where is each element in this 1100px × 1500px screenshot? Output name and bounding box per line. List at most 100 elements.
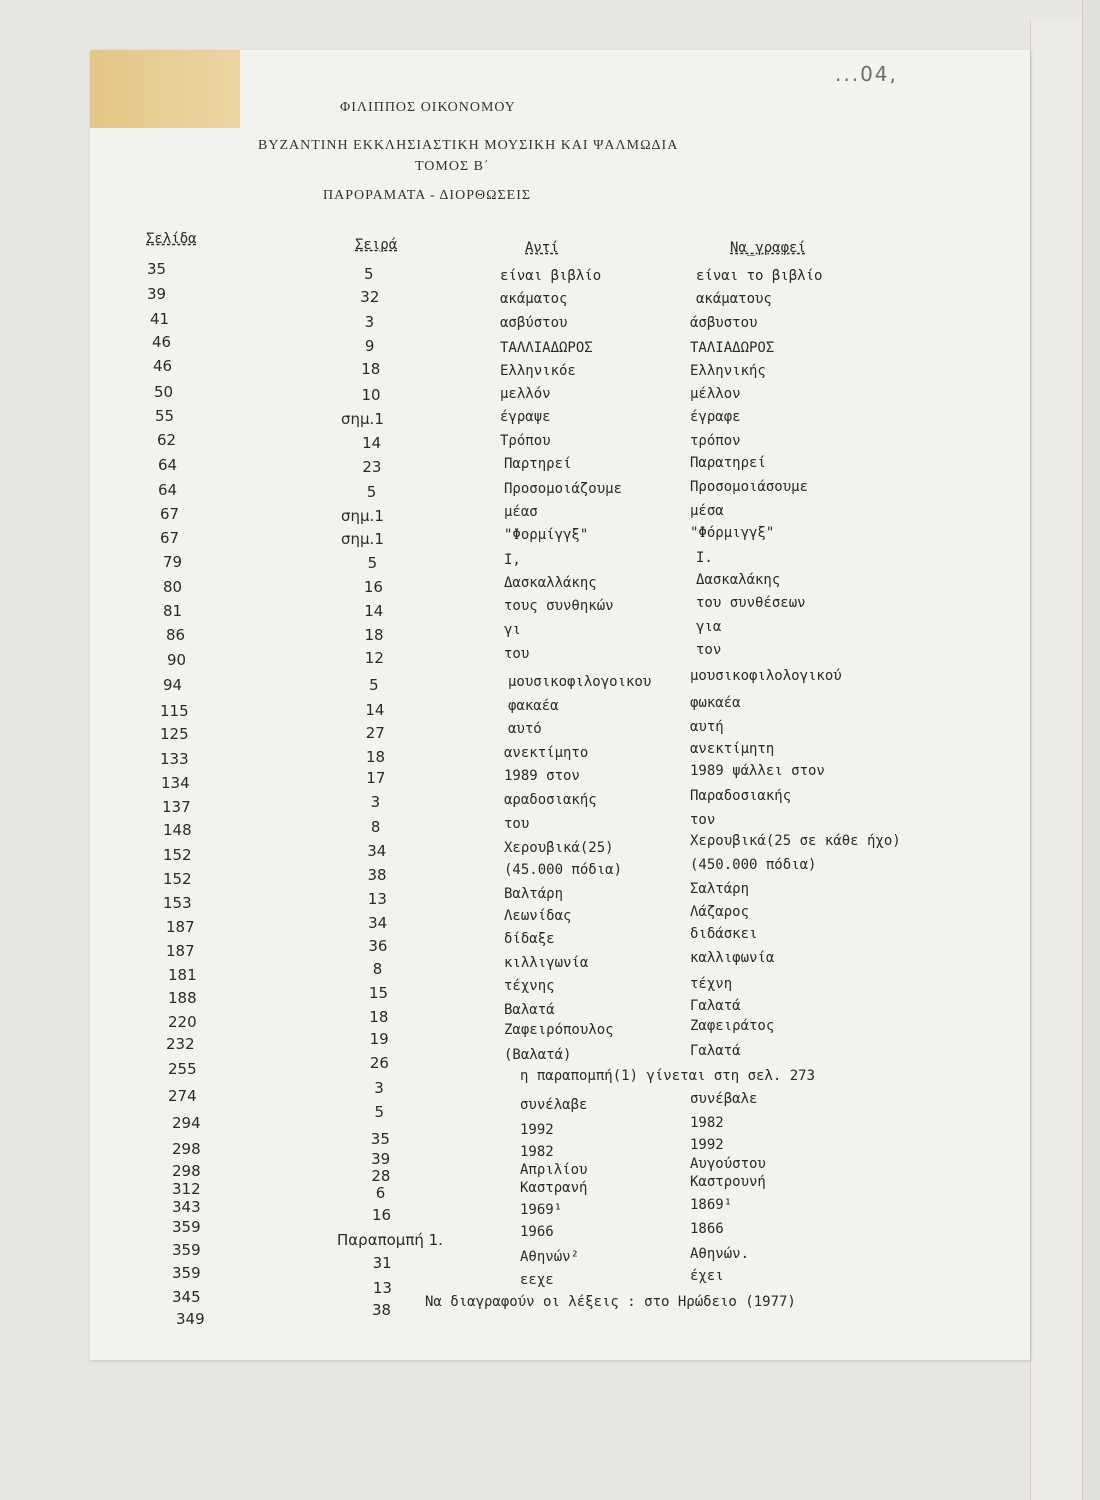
incorrect-text: Ι, bbox=[504, 552, 521, 568]
line-number: 34 bbox=[368, 914, 388, 932]
line-number: 26 bbox=[369, 1054, 389, 1072]
incorrect-text: Δασκαλλάκης bbox=[504, 575, 597, 591]
line-number: 8 bbox=[370, 818, 381, 836]
corrected-text: αυτή bbox=[690, 719, 724, 735]
line-number: 6 bbox=[375, 1184, 386, 1202]
incorrect-text: ασβύστου bbox=[500, 315, 568, 331]
incorrect-text: Βαλτάρη bbox=[504, 886, 564, 902]
column-header-page: Σελίδα bbox=[146, 231, 197, 247]
line-number: 18 bbox=[369, 1008, 389, 1026]
corrected-text: Ι. bbox=[696, 550, 713, 566]
page-number: 359 bbox=[172, 1241, 201, 1259]
page-number: 39 bbox=[147, 285, 167, 303]
incorrect-text: Αθηνών² bbox=[520, 1249, 580, 1265]
line-number: 15 bbox=[369, 984, 389, 1002]
corrected-text: τον bbox=[696, 642, 722, 658]
incorrect-text: 1966 bbox=[520, 1224, 554, 1240]
corrected-text: τέχνη bbox=[690, 976, 733, 992]
incorrect-text: του bbox=[504, 816, 530, 832]
volume-label: ΤΟΜΟΣ Β΄ bbox=[415, 159, 490, 174]
page-number: 80 bbox=[163, 578, 183, 596]
line-number: 28 bbox=[371, 1167, 391, 1185]
page-number: 64 bbox=[158, 456, 178, 474]
corrected-text: ΤΑΛΙΑΔΩΡΟΣ bbox=[690, 340, 775, 356]
corrected-text: για bbox=[696, 619, 722, 635]
line-number: 3 bbox=[370, 793, 381, 811]
line-number: 13 bbox=[372, 1279, 392, 1297]
line-number: 16 bbox=[363, 578, 383, 596]
adhesive-tape bbox=[90, 50, 240, 128]
line-number: 14 bbox=[365, 701, 385, 719]
page-number: 125 bbox=[160, 725, 189, 743]
corrected-text: Ελληνικής bbox=[690, 363, 766, 379]
page-number: 220 bbox=[168, 1013, 197, 1031]
incorrect-text: 1992 bbox=[520, 1122, 554, 1138]
page-number: 64 bbox=[158, 481, 178, 499]
page-number: 312 bbox=[172, 1180, 201, 1198]
page-number: 298 bbox=[172, 1162, 201, 1180]
line-number: 31 bbox=[372, 1254, 392, 1272]
page-number: 81 bbox=[163, 602, 183, 620]
incorrect-text: Χερουβικά(25) bbox=[504, 840, 614, 856]
corrected-text: μουσικοφιλολογικού bbox=[690, 668, 842, 684]
incorrect-text: τέχνης bbox=[504, 978, 555, 994]
column-header-line: Σειρά bbox=[355, 237, 398, 253]
corrected-text: Ζαφειράτος bbox=[690, 1018, 775, 1034]
incorrect-text: έγραψε bbox=[500, 409, 551, 425]
line-number: 19 bbox=[369, 1030, 389, 1048]
errata-page bbox=[90, 50, 1030, 1360]
line-number: σημ.1 bbox=[341, 410, 384, 428]
corrected-text: Σαλτάρη bbox=[690, 881, 750, 897]
background-sheet bbox=[1030, 20, 1091, 1500]
incorrect-text: η παραπομπή(1) γίνεται στη σελ. 273 bbox=[520, 1068, 816, 1084]
incorrect-text: (45.000 πόδια) bbox=[504, 862, 623, 878]
handwritten-note: ...04, bbox=[835, 62, 898, 86]
line-number: 10 bbox=[361, 386, 381, 404]
page-number: 188 bbox=[168, 989, 197, 1007]
line-number: 14 bbox=[364, 602, 384, 620]
corrected-text: Αθηνών. bbox=[690, 1246, 750, 1262]
incorrect-text: Βαλατά bbox=[504, 1002, 555, 1018]
line-number: 5 bbox=[369, 676, 379, 694]
incorrect-text: 1982 bbox=[520, 1144, 554, 1160]
line-number: 17 bbox=[366, 769, 386, 787]
corrected-text: "Φόρμιγγξ" bbox=[690, 525, 775, 541]
page-number: 294 bbox=[172, 1114, 201, 1132]
corrected-text: του συνθέσεων bbox=[696, 595, 806, 611]
page-number: 152 bbox=[163, 846, 192, 864]
page-number: 187 bbox=[166, 942, 195, 960]
line-number: 39 bbox=[371, 1150, 391, 1168]
page-number: 133 bbox=[160, 750, 189, 768]
corrected-text: Αυγούστου bbox=[690, 1156, 766, 1172]
page-number: 46 bbox=[152, 333, 172, 351]
line-number: 38 bbox=[372, 1301, 392, 1319]
corrected-text: μέλλον bbox=[690, 386, 741, 402]
corrected-text: 1992 bbox=[690, 1137, 724, 1153]
corrected-text: συνέβαλε bbox=[690, 1091, 758, 1107]
line-number: 3 bbox=[364, 313, 375, 331]
incorrect-text: ακάματος bbox=[500, 291, 568, 307]
corrected-text: 1869¹ bbox=[690, 1197, 733, 1213]
page-number: 153 bbox=[163, 894, 192, 912]
page-number: 46 bbox=[153, 357, 173, 375]
line-number: 13 bbox=[367, 890, 387, 908]
incorrect-text: εεχε bbox=[520, 1272, 554, 1288]
incorrect-text: γι bbox=[504, 622, 521, 638]
incorrect-text: αραδοσιακής bbox=[504, 792, 597, 808]
corrected-text: ανεκτίμητη bbox=[690, 741, 775, 757]
corrected-text: Γαλατά bbox=[690, 998, 741, 1014]
page-number: 181 bbox=[168, 966, 197, 984]
page-number: 115 bbox=[160, 702, 189, 720]
corrected-text: Παραδοσιακής bbox=[690, 788, 792, 804]
line-number: 5 bbox=[374, 1103, 385, 1121]
page-number: 152 bbox=[163, 870, 192, 888]
corrected-text: 1982 bbox=[690, 1115, 724, 1131]
page-number: 62 bbox=[157, 431, 177, 449]
page-number: 79 bbox=[163, 553, 183, 571]
page-number: 274 bbox=[168, 1087, 197, 1105]
page-number: 255 bbox=[168, 1060, 197, 1078]
line-number: 35 bbox=[370, 1130, 390, 1148]
incorrect-text: "Φορμίγγξ" bbox=[504, 527, 589, 543]
page-number: 134 bbox=[161, 774, 190, 792]
page-number: 50 bbox=[154, 383, 174, 401]
